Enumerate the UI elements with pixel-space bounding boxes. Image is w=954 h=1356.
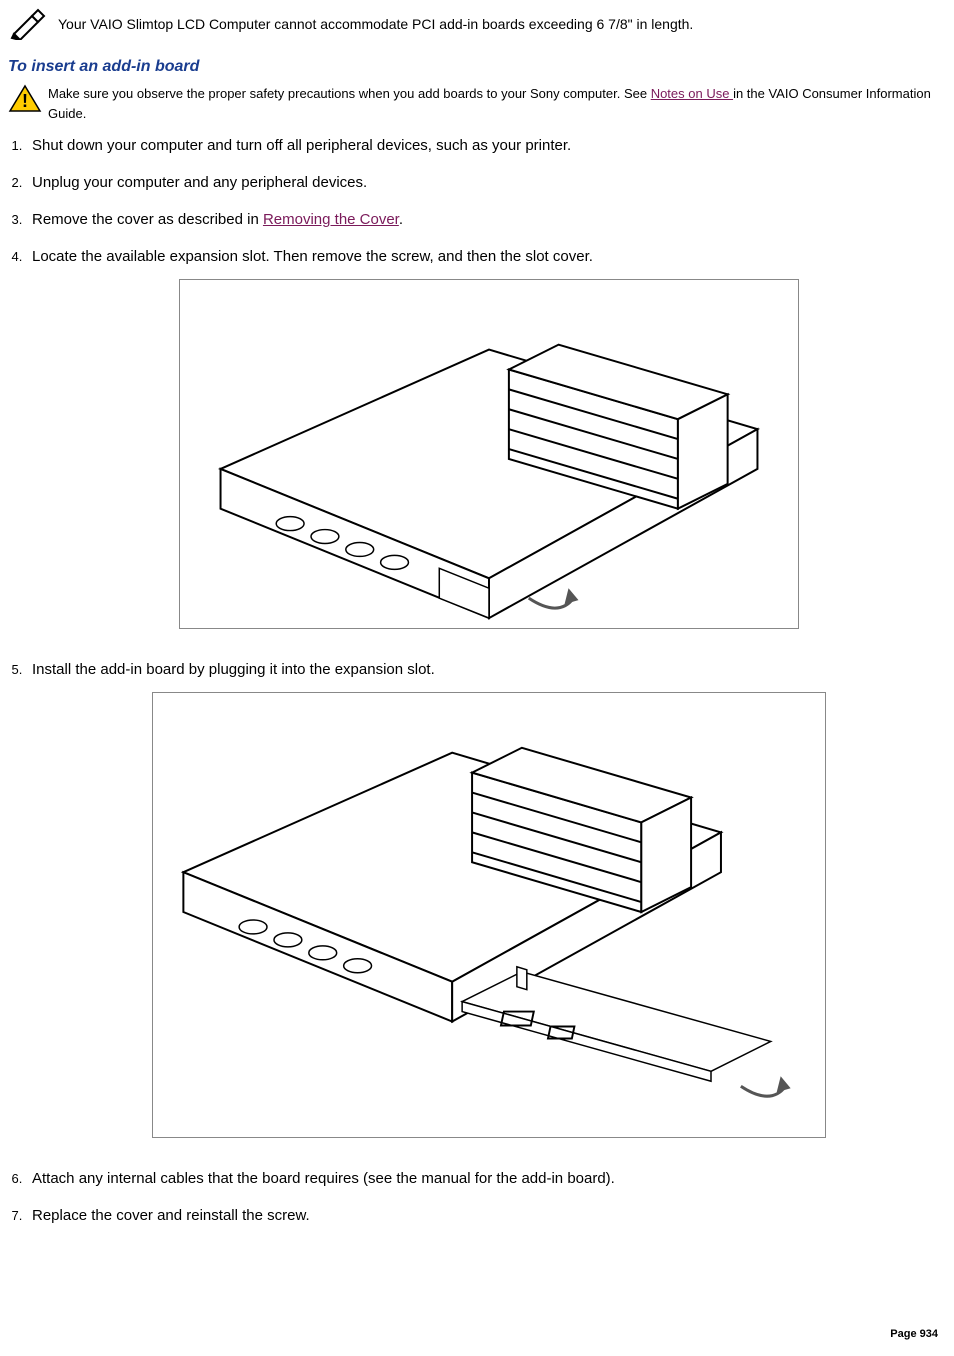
section-title: To insert an add-in board [8, 58, 946, 76]
diagram-insert-board [32, 692, 946, 1144]
step-5: Install the add-in board by plugging it … [26, 659, 946, 1144]
step-text-after: . [399, 211, 403, 228]
note-text: Your VAIO Slimtop LCD Computer cannot ac… [58, 16, 693, 32]
warning-icon: ! [8, 84, 42, 114]
svg-text:!: ! [22, 91, 28, 111]
diagram-slot-cover [32, 279, 946, 635]
step-text: Unplug your computer and any peripheral … [32, 174, 367, 191]
notes-on-use-link[interactable]: Notes on Use [651, 86, 733, 101]
step-text: Replace the cover and reinstall the scre… [32, 1207, 310, 1224]
page-content: Your VAIO Slimtop LCD Computer cannot ac… [8, 8, 946, 1348]
note-block: Your VAIO Slimtop LCD Computer cannot ac… [8, 8, 946, 40]
step-3: Remove the cover as described in Removin… [26, 209, 946, 230]
step-2: Unplug your computer and any peripheral … [26, 172, 946, 193]
pen-icon [8, 8, 50, 40]
warning-block: ! Make sure you observe the proper safet… [8, 84, 946, 123]
step-1: Shut down your computer and turn off all… [26, 135, 946, 156]
step-text: Shut down your computer and turn off all… [32, 137, 571, 154]
steps-list: Shut down your computer and turn off all… [26, 135, 946, 1226]
removing-cover-link[interactable]: Removing the Cover [263, 211, 399, 228]
step-4: Locate the available expansion slot. The… [26, 246, 946, 635]
step-text: Locate the available expansion slot. The… [32, 248, 593, 265]
step-6: Attach any internal cables that the boar… [26, 1168, 946, 1189]
step-text: Attach any internal cables that the boar… [32, 1170, 615, 1187]
page-number: Page 934 [890, 1328, 938, 1340]
step-text: Install the add-in board by plugging it … [32, 661, 435, 678]
step-text-before: Remove the cover as described in [32, 211, 263, 228]
step-7: Replace the cover and reinstall the scre… [26, 1205, 946, 1226]
warning-text-before: Make sure you observe the proper safety … [48, 86, 651, 101]
